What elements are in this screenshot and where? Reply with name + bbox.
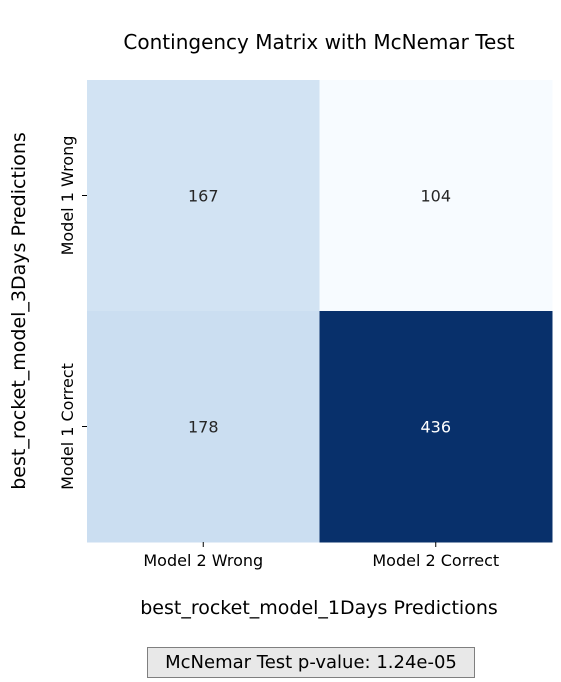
x-tick-label: Model 2 Correct (372, 551, 499, 570)
chart-title: Contingency Matrix with McNemar Test (123, 30, 514, 54)
cell-value-label: 104 (420, 187, 451, 206)
heatmap-cell (87, 80, 320, 312)
heatmap-cell (319, 311, 553, 543)
y-axis-label: best_rocket_model_3Days Predictions (8, 132, 30, 490)
axis-ticks: Model 2 Wrong Model 2 Correct Model 1 Wron… (58, 136, 499, 570)
mcnemar-pvalue-annotation: McNemar Test p-value: 1.24e-05 (147, 647, 475, 678)
y-tick-label: Model 1 Correct (58, 363, 77, 490)
cell-value-label: 178 (188, 418, 219, 437)
y-tick-label: Model 1 Wrong (58, 136, 77, 256)
x-axis-label: best_rocket_model_1Days Predictions (140, 597, 498, 619)
heatmap-cell (319, 80, 553, 312)
cell-value-label: 436 (420, 418, 451, 437)
cell-value-label: 167 (188, 187, 219, 206)
x-tick-label: Model 2 Wrong (143, 551, 263, 570)
heatmap-cell (87, 311, 320, 543)
heatmap-cells: 167 104 178 436 (87, 80, 553, 543)
